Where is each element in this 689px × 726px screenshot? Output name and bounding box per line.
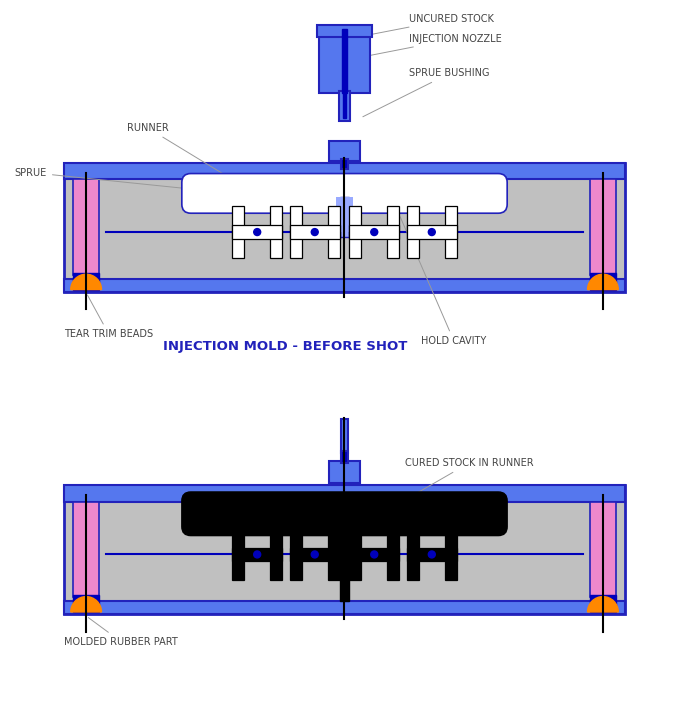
Bar [339,91,350,121]
Bar [329,141,360,160]
Bar [64,279,625,292]
Bar [387,529,399,580]
Text: UNCURED STOCK: UNCURED STOCK [352,14,494,38]
Circle shape [254,229,260,235]
Bar [340,452,349,463]
Text: TEAR TRIM BEADS: TEAR TRIM BEADS [64,295,154,339]
Circle shape [429,551,435,558]
FancyBboxPatch shape [182,492,507,536]
FancyBboxPatch shape [182,174,507,213]
Bar [64,163,625,292]
Bar [64,485,625,502]
Bar [64,485,625,614]
Circle shape [371,551,378,558]
Bar [73,273,99,290]
Bar [349,529,361,580]
Bar [290,547,340,561]
Bar [328,529,340,580]
Bar [290,206,302,258]
Wedge shape [71,274,101,290]
Bar [590,273,616,290]
Bar [407,529,419,580]
Bar [232,225,282,239]
Bar [387,206,399,258]
Circle shape [311,551,318,558]
Bar [340,159,349,168]
Text: HOLD CAVITY: HOLD CAVITY [400,217,486,346]
Wedge shape [588,597,618,612]
Circle shape [254,551,260,558]
Bar [342,93,347,118]
Bar [317,25,372,36]
Bar [290,529,302,580]
Text: SPRUE: SPRUE [14,168,337,204]
Bar [64,601,625,614]
Bar [342,29,347,93]
Bar [290,225,340,239]
Bar [590,502,616,597]
Circle shape [371,229,378,235]
Bar [407,206,419,258]
Bar [590,595,616,612]
Bar [232,529,245,580]
Bar [340,197,349,237]
Text: CURED STOCK IN RUNNER: CURED STOCK IN RUNNER [382,458,533,513]
Bar [340,530,349,601]
Bar [590,179,616,274]
Bar [336,197,353,232]
Bar [270,206,282,258]
Circle shape [311,229,318,235]
Bar [407,547,457,561]
Bar [407,225,457,239]
Text: INJECTION MOLD - BEFORE SHOT: INJECTION MOLD - BEFORE SHOT [163,340,407,353]
Bar [444,529,457,580]
Bar [349,547,399,561]
Bar [328,206,340,258]
Bar [340,419,349,453]
Text: INJECTION NOZZLE: INJECTION NOZZLE [357,33,502,58]
Bar [349,225,399,239]
Bar [73,595,99,612]
Bar [73,179,99,274]
Bar [349,206,361,258]
Text: MOLDED RUBBER PART: MOLDED RUBBER PART [64,618,178,647]
Text: SPRUE BUSHING: SPRUE BUSHING [363,68,490,117]
Bar [64,163,625,179]
Bar [73,502,99,597]
Wedge shape [71,597,101,612]
Bar [232,206,245,258]
Text: RUNNER: RUNNER [127,123,253,192]
Bar [232,547,282,561]
Bar [319,29,370,93]
Bar [329,461,360,483]
Circle shape [429,229,435,235]
Wedge shape [588,274,618,290]
Bar [444,206,457,258]
Bar [270,529,282,580]
